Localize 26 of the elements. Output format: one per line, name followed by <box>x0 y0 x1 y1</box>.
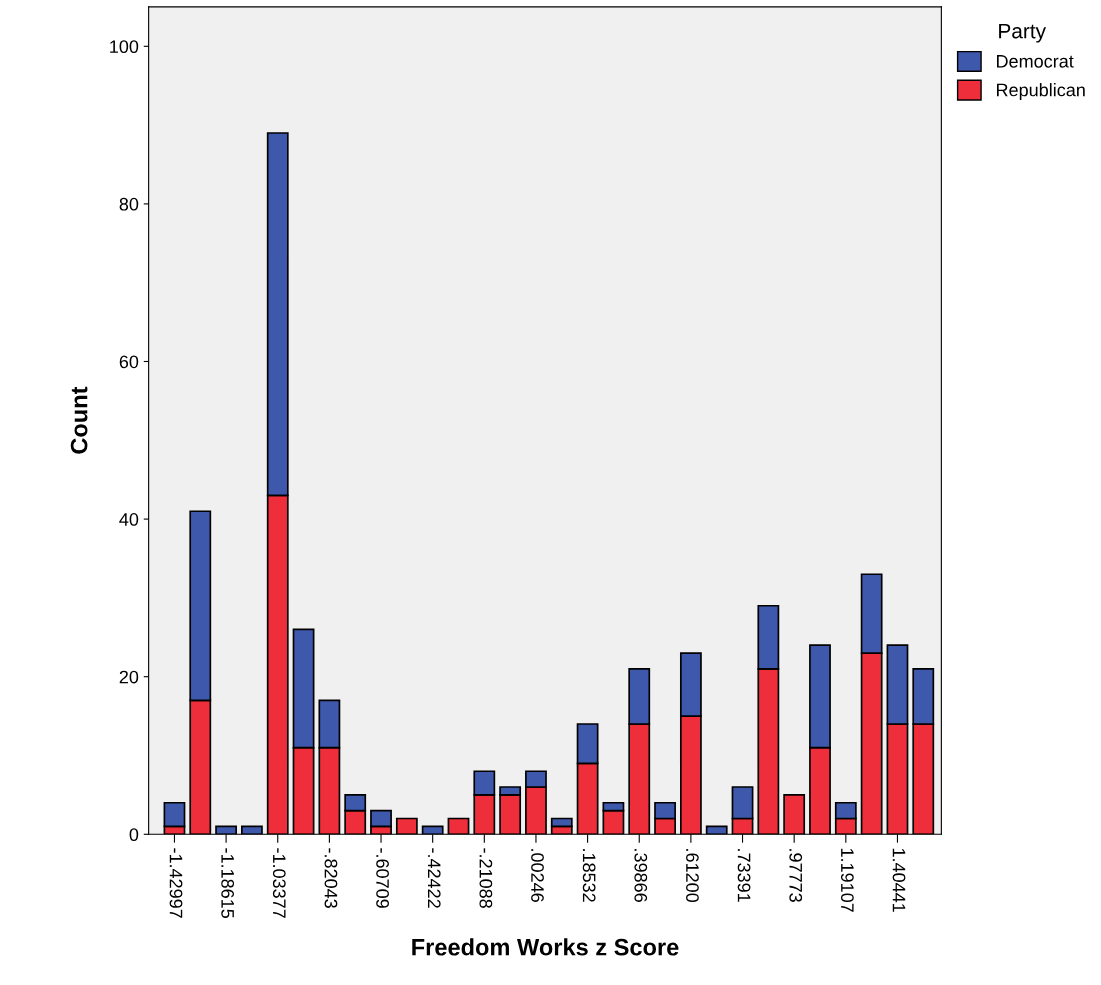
legend-label: Republican <box>997 83 1085 100</box>
x-tick-label: 1.19107 <box>840 848 854 912</box>
x-tick-label: .39866 <box>634 849 648 902</box>
x-tick-label: .18532 <box>582 849 596 902</box>
x-tick-label: -1.18615 <box>221 848 235 919</box>
x-tick-label: -1.42997 <box>169 848 183 918</box>
x-tick-label: -.42422 <box>428 848 441 908</box>
x-tick-label: -1.03377 <box>272 848 286 918</box>
y-tick-label: 0 <box>129 828 139 842</box>
x-tick-label: .00246 <box>531 849 544 902</box>
y-axis-title: Count <box>70 386 88 454</box>
x-tick-label: .61200 <box>686 849 699 903</box>
x-tick-label: -.82043 <box>324 848 338 908</box>
x-tick-label: .97773 <box>789 849 803 902</box>
y-tick-label: 40 <box>119 513 139 526</box>
y-tick-label: 20 <box>119 670 139 684</box>
y-tick-label: 80 <box>119 197 139 211</box>
x-tick-label: -.60709 <box>376 848 389 908</box>
legend-title: Party <box>999 23 1046 43</box>
x-tick-label: .73391 <box>737 849 751 902</box>
y-tick-label: 100 <box>110 40 139 54</box>
y-tick-label: 60 <box>119 355 139 369</box>
x-axis-title: Freedom Works z Score <box>412 938 679 956</box>
x-tick-label: -.21088 <box>479 848 493 908</box>
legend-label: Democrat <box>997 55 1074 68</box>
x-tick-label: 1.40441 <box>892 848 906 912</box>
